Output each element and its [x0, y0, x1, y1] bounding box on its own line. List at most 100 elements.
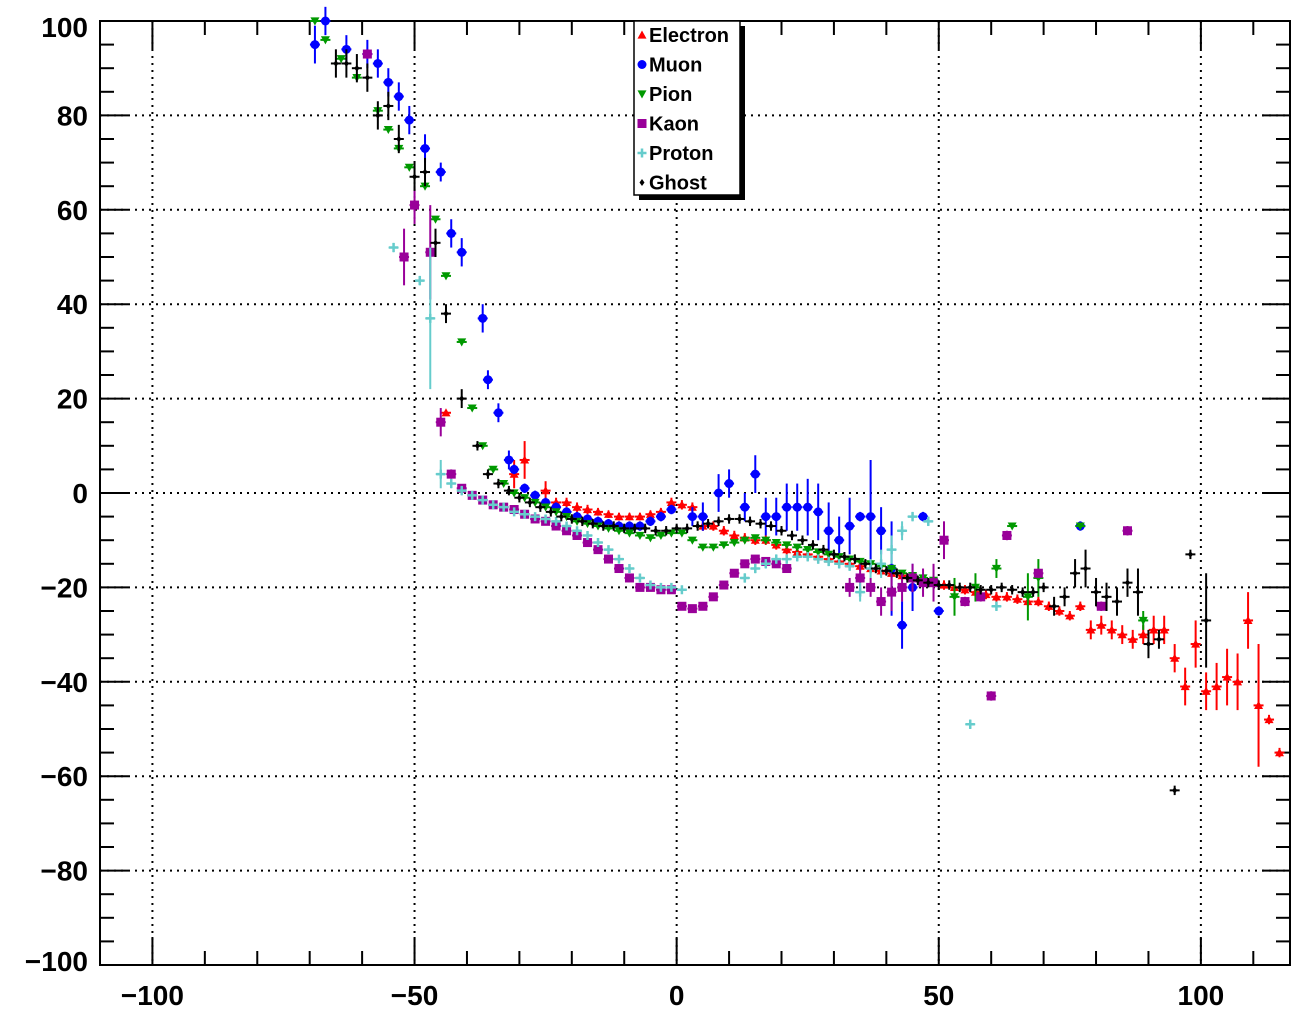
pion-marker [1007, 522, 1017, 531]
ghost-point [566, 514, 577, 524]
ghost-marker [883, 567, 889, 575]
ghost-marker [385, 102, 391, 110]
ghost-marker [841, 553, 847, 561]
proton-marker [457, 486, 467, 496]
muon-marker [876, 526, 886, 536]
proton-point [456, 485, 467, 496]
electron-point [613, 512, 624, 521]
pion-marker [1138, 616, 1148, 625]
muon-marker [782, 502, 792, 512]
electron-point [1159, 615, 1170, 645]
ghost-point [545, 507, 556, 517]
electron-point [991, 592, 1002, 602]
kaon-marker [446, 469, 456, 479]
proton-marker [604, 545, 614, 555]
muon-point [383, 68, 394, 97]
ghost-marker [1083, 565, 1089, 573]
ghost-marker [726, 515, 732, 523]
electron-point [440, 408, 451, 417]
proton-marker [425, 313, 435, 323]
muon-point [372, 49, 383, 78]
electron-marker [1002, 592, 1012, 601]
ghost-point [430, 228, 441, 257]
pion-marker [803, 546, 813, 555]
legend-marker-pion [637, 90, 647, 99]
muon-marker [897, 620, 907, 630]
kaon-point [593, 545, 604, 555]
electron-point [708, 521, 719, 531]
ghost-marker [988, 586, 994, 594]
legend-box [633, 20, 741, 196]
muon-point [792, 483, 803, 531]
kaon-point [362, 49, 373, 59]
muon-point [687, 507, 698, 527]
electron-point [718, 526, 729, 536]
x-tick-label: 0 [669, 980, 685, 1011]
electron-marker [604, 509, 614, 518]
ghost-point [556, 511, 567, 522]
electron-point [959, 585, 970, 595]
muon-marker [504, 455, 514, 465]
pion-marker [467, 404, 477, 413]
muon-marker [803, 502, 813, 512]
ghost-point [891, 568, 902, 578]
kaon-point [697, 601, 708, 611]
muon-marker [493, 408, 503, 418]
electron-point [624, 512, 635, 521]
muon-point [713, 474, 724, 512]
ghost-point [828, 549, 839, 560]
ghost-point [409, 162, 420, 191]
ghost-point [598, 521, 609, 531]
electron-point [1117, 625, 1128, 645]
muon-point [393, 82, 404, 111]
electron-marker [1212, 682, 1222, 691]
pion-marker [635, 531, 645, 540]
ghost-marker [396, 135, 402, 143]
muon-point [933, 606, 944, 616]
pion-point [802, 546, 813, 555]
legend-marker-ghost [639, 179, 645, 186]
ghost-marker [1051, 602, 1057, 610]
proton-marker [593, 538, 603, 548]
muon-point [655, 511, 666, 522]
ghost-marker [716, 517, 722, 525]
proton-marker [499, 502, 509, 512]
muon-point [823, 502, 834, 560]
proton-marker [824, 556, 834, 566]
ghost-point [944, 580, 955, 590]
kaon-point [687, 604, 698, 614]
proton-marker [656, 582, 666, 592]
pion-point [383, 125, 394, 135]
kaon-point [1033, 568, 1044, 578]
kaon-marker [687, 604, 697, 614]
proton-point [855, 582, 866, 602]
ghost-point [1080, 549, 1091, 588]
y-tick-label: 0 [72, 478, 88, 509]
pion-marker [761, 536, 771, 545]
kaon-marker [551, 521, 561, 531]
muon-marker [645, 516, 655, 526]
kaon-point [634, 582, 645, 592]
ghost-marker [915, 576, 921, 584]
electron-marker [1012, 594, 1022, 603]
pion-point [456, 338, 467, 347]
muon-marker [866, 512, 876, 522]
ghost-marker [579, 517, 585, 525]
electron-point [1180, 667, 1191, 706]
proton-marker [792, 552, 802, 562]
kaon-marker [562, 526, 572, 536]
ghost-marker [375, 111, 381, 119]
electron-point [1148, 615, 1159, 645]
proton-point [792, 552, 803, 562]
proton-point [582, 530, 593, 540]
muon-marker [420, 143, 430, 153]
proton-marker [509, 507, 519, 517]
y-tick-label: 100 [41, 12, 88, 43]
proton-point [645, 580, 656, 590]
pion-marker [624, 529, 634, 538]
ghost-marker [758, 520, 764, 528]
electron-marker [1180, 682, 1190, 691]
muon-marker [310, 40, 320, 50]
electron-point [1012, 594, 1023, 604]
kaon-point [613, 564, 624, 574]
